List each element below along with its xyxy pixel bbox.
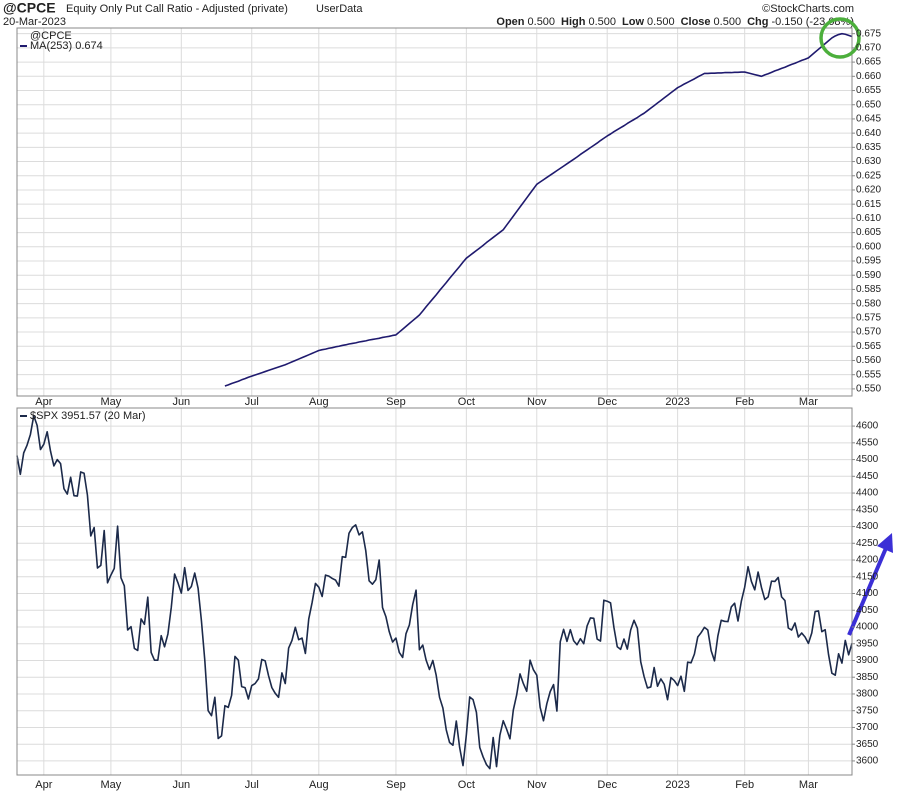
chart-title: @CPCE: [3, 0, 56, 16]
y-tick-label: 4350: [856, 504, 879, 515]
y-tick-label: 0.580: [856, 298, 881, 309]
quote-label: High: [561, 16, 586, 28]
quote-value: 0.500: [647, 16, 675, 28]
y-tick-label: 4550: [856, 437, 879, 448]
x-tick-label: Aug: [309, 779, 329, 791]
highlight-circle: [819, 17, 861, 59]
y-tick-label: 0.570: [856, 327, 881, 338]
x-tick-label: Dec: [597, 396, 617, 408]
grid-layer: [17, 28, 852, 775]
x-tick-label: Dec: [597, 779, 617, 791]
y-tick-label: 0.610: [856, 213, 881, 224]
y-tick-label: 3850: [856, 672, 879, 683]
y-tick-label: 3600: [856, 756, 879, 767]
y-tick-label: 0.630: [856, 156, 881, 167]
x-tick-label: Aug: [309, 396, 329, 408]
y-tick-label: 0.635: [856, 142, 881, 153]
x-tick-label: Feb: [735, 396, 754, 408]
legend-label: MA(253) 0.674: [30, 40, 103, 52]
y-tick-label: 4200: [856, 555, 879, 566]
overlay: [819, 17, 893, 636]
y-tick-label: 0.555: [856, 369, 881, 380]
y-tick-label: 4250: [856, 538, 879, 549]
y-tick-label: 0.640: [856, 128, 881, 139]
x-tick-label: Apr: [35, 779, 52, 791]
quote-label: Low: [622, 16, 644, 28]
date: 20-Mar-2023: [3, 16, 66, 28]
y-tick-label: 4100: [856, 588, 879, 599]
x-tick-label: May: [101, 779, 122, 791]
x-tick-label: Nov: [527, 396, 547, 408]
bottom-panel-frame: [16, 407, 853, 776]
y-tick-label: 0.595: [856, 256, 881, 267]
y-tick-label: 0.660: [856, 71, 881, 82]
y-tick-label: 0.575: [856, 312, 881, 323]
y-tick-label: 3650: [856, 739, 879, 750]
y-tick-label: 0.550: [856, 384, 881, 395]
y-tick-label: 0.585: [856, 284, 881, 295]
y-tick-label: 0.645: [856, 114, 881, 125]
y-tick-label: 3900: [856, 655, 879, 666]
x-tick-label: Jun: [172, 396, 190, 408]
x-tick-label: Feb: [735, 779, 754, 791]
quote-value: 0.500: [589, 16, 617, 28]
y-tick-label: 4000: [856, 622, 879, 633]
y-tick-label: 4400: [856, 488, 879, 499]
y-tick-label: 3750: [856, 705, 879, 716]
legend-label: $SPX 3951.57 (20 Mar): [30, 410, 146, 422]
y-tick-label: 3950: [856, 638, 879, 649]
x-tick-label: Jun: [172, 779, 190, 791]
x-tick-label: 2023: [665, 779, 689, 791]
y-tick-label: 0.605: [856, 227, 881, 238]
x-tick-label: Nov: [527, 779, 547, 791]
y-tick-label: 3700: [856, 722, 879, 733]
y-tick-label: 4150: [856, 571, 879, 582]
y-tick-label: 0.590: [856, 270, 881, 281]
quote-value: 0.500: [714, 16, 742, 28]
y-tick-label: 0.625: [856, 170, 881, 181]
y-tick-label: 0.560: [856, 355, 881, 366]
y-tick-label: 4300: [856, 521, 879, 532]
quote-label: Close: [681, 16, 711, 28]
quote-value: 0.500: [528, 16, 556, 28]
x-tick-label: Jul: [245, 396, 259, 408]
arrow-head: [877, 533, 893, 553]
credit: ©StockCharts.com: [762, 3, 854, 15]
arrow-shaft: [847, 547, 888, 636]
y-tick-label: 0.620: [856, 185, 881, 196]
y-tick-label: 0.670: [856, 43, 881, 54]
y-tick-label: 4600: [856, 421, 879, 432]
y-tick-label: 0.565: [856, 341, 881, 352]
y-tick-label: 0.665: [856, 57, 881, 68]
quote-label: Open: [496, 16, 524, 28]
chart-subtitle: Equity Only Put Call Ratio - Adjusted (p…: [66, 3, 288, 15]
y-tick-label: 0.615: [856, 199, 881, 210]
y-tick-label: 3800: [856, 689, 879, 700]
quote-label: Chg: [747, 16, 768, 28]
x-tick-label: Mar: [799, 779, 818, 791]
x-tick-label: Mar: [799, 396, 818, 408]
y-tick-label: 0.600: [856, 241, 881, 252]
x-tick-label: 2023: [665, 396, 689, 408]
top-panel-frame: [16, 27, 853, 397]
y-tick-label: 4050: [856, 605, 879, 616]
source: UserData: [316, 3, 363, 15]
x-tick-label: Apr: [35, 396, 52, 408]
y-tick-label: 4450: [856, 471, 879, 482]
x-tick-label: Jul: [245, 779, 259, 791]
x-tick-label: Oct: [458, 396, 475, 408]
x-tick-label: Sep: [386, 396, 406, 408]
y-tick-label: 4500: [856, 454, 879, 465]
y-tick-label: 0.655: [856, 85, 881, 96]
x-tick-label: May: [101, 396, 122, 408]
y-tick-label: 0.650: [856, 99, 881, 110]
x-tick-label: Oct: [458, 779, 475, 791]
x-tick-label: Sep: [386, 779, 406, 791]
legend-title: @CPCE: [30, 30, 72, 42]
data-line: [224, 32, 853, 387]
y-tick-label: 0.675: [856, 28, 881, 39]
line-layer: [16, 32, 853, 770]
data-line: [16, 414, 853, 770]
